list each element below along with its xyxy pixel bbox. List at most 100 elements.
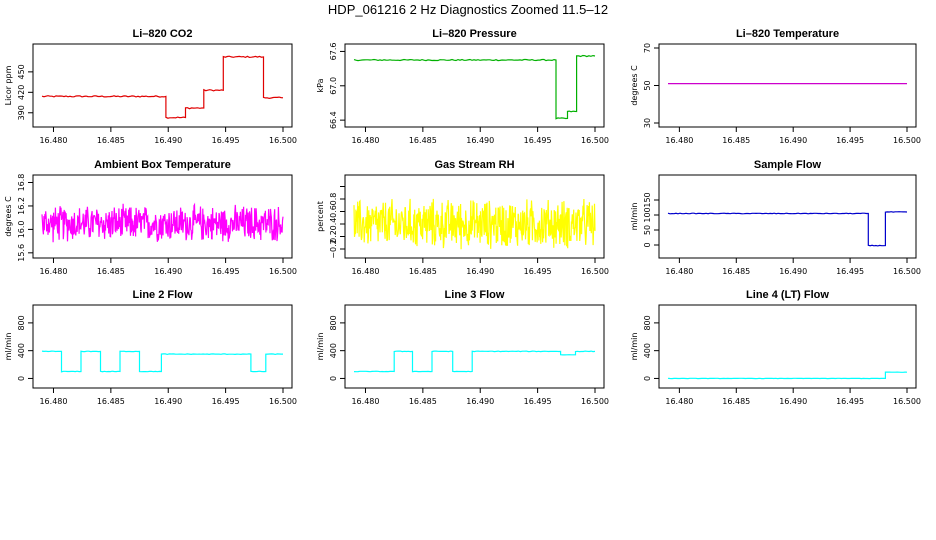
x-tick-label: 16.500 (893, 267, 921, 276)
chart-title: Li–820 CO2 (133, 28, 193, 40)
chart-title: Gas Stream RH (434, 159, 514, 171)
x-tick-label: 16.485 (722, 136, 750, 145)
plot-frame (32, 304, 293, 389)
y-tick-label: 800 (643, 315, 652, 330)
y-tick-label: 50 (643, 80, 652, 90)
y-tick-label: 66.4 (329, 111, 338, 129)
chart-panel: Li–820 Pressure kPa 16.480 16.485 16.490 16.4… (316, 28, 609, 145)
chart-panel: Line 4 (LT) Flow ml/min 16.480 16.485 16.490… (630, 289, 921, 406)
x-tick-label: 16.480 (665, 267, 693, 276)
y-tick-label: 800 (329, 315, 338, 330)
y-tick-label: 16.2 (17, 197, 26, 215)
y-tick-label: 150 (643, 192, 652, 207)
x-tick-label: 16.500 (581, 267, 609, 276)
x-tick-label: 16.485 (722, 397, 750, 406)
series-line (41, 350, 283, 373)
y-tick-label: 400 (643, 343, 652, 358)
y-tick-label: 100 (643, 207, 652, 222)
x-tick-label: 16.495 (524, 267, 552, 276)
series-line (353, 350, 596, 373)
x-tick-label: 16.485 (97, 136, 125, 145)
y-tick-label: 67.6 (329, 43, 338, 61)
series-line (41, 202, 284, 243)
chart-title: Line 3 Flow (445, 289, 505, 301)
x-tick-label: 16.480 (351, 397, 379, 406)
panels: Li–820 CO2 Licor ppm 16.480 16.485 16.490 16.… (4, 28, 921, 406)
plot-frame (344, 304, 605, 389)
x-tick-label: 16.490 (779, 397, 807, 406)
x-tick-label: 16.495 (524, 136, 552, 145)
series-line (41, 55, 284, 119)
y-tick-label: 30 (643, 118, 652, 128)
y-tick-label: 390 (17, 105, 26, 120)
x-tick-label: 16.500 (269, 136, 297, 145)
y-tick-label: 0 (17, 376, 26, 381)
x-tick-label: 16.480 (665, 397, 693, 406)
plot-frame (658, 174, 917, 259)
y-tick-label: 420 (17, 85, 26, 100)
x-tick-label: 16.490 (779, 136, 807, 145)
chart-title: Li–820 Pressure (432, 28, 516, 40)
x-tick-label: 16.490 (154, 267, 182, 276)
chart-title: Line 4 (LT) Flow (746, 289, 829, 301)
x-tick-label: 16.480 (39, 136, 67, 145)
x-tick-label: 16.485 (97, 267, 125, 276)
y-tick-label: 16.0 (17, 220, 26, 238)
y-tick-label: 67.0 (329, 77, 338, 95)
y-tick-label: 400 (17, 343, 26, 358)
x-tick-label: 16.485 (97, 397, 125, 406)
x-tick-label: 16.490 (466, 397, 494, 406)
plot-frame (344, 174, 605, 259)
x-tick-label: 16.490 (154, 136, 182, 145)
y-tick-label: 50 (643, 225, 652, 235)
x-tick-label: 16.490 (154, 397, 182, 406)
series-line (353, 54, 596, 120)
x-tick-label: 16.495 (212, 397, 240, 406)
y-tick-label: 0 (643, 242, 652, 247)
y-axis-label: ml/min (630, 333, 639, 361)
x-tick-label: 16.480 (351, 267, 379, 276)
x-tick-label: 16.480 (665, 136, 693, 145)
x-tick-label: 16.480 (351, 136, 379, 145)
y-axis-label: ml/min (630, 203, 639, 231)
series-line (667, 211, 908, 247)
y-axis-label: percent (316, 201, 325, 232)
chart-title: Sample Flow (754, 159, 822, 171)
x-tick-label: 16.500 (269, 267, 297, 276)
x-tick-label: 16.500 (269, 397, 297, 406)
y-tick-label: 70 (643, 43, 652, 53)
y-axis-label: ml/min (4, 333, 13, 361)
y-tick-label: 0.4 (329, 218, 338, 231)
chart-panel: Gas Stream RH percent 16.480 16.485 16.490 16… (316, 159, 609, 276)
plot-frame (32, 174, 293, 259)
chart-panel: Li–820 CO2 Licor ppm 16.480 16.485 16.490 16.… (4, 28, 297, 145)
series-line (353, 198, 596, 250)
y-axis-label: kPa (316, 78, 325, 92)
y-tick-label: 16.8 (17, 174, 26, 192)
y-tick-label: 0.6 (329, 205, 338, 218)
x-tick-label: 16.495 (212, 267, 240, 276)
y-tick-label: 450 (17, 64, 26, 79)
series-line (667, 371, 908, 380)
chart-panel: Li–820 Temperature degrees C 16.480 16.485 1… (630, 28, 921, 145)
chart-panel: Line 2 Flow ml/min 16.480 16.485 16.490 16.49… (4, 289, 297, 406)
chart-panel: Ambient Box Temperature degrees C 16.480 16… (4, 159, 297, 276)
y-tick-label: 0.8 (329, 193, 338, 206)
y-tick-label: 0 (643, 376, 652, 381)
x-tick-label: 16.495 (212, 136, 240, 145)
x-tick-label: 16.485 (409, 267, 437, 276)
chart-title: Line 2 Flow (133, 289, 193, 301)
y-tick-label: 15.6 (17, 244, 26, 262)
x-tick-label: 16.490 (466, 267, 494, 276)
figure-title: HDP_061216 2 Hz Diagnostics Zoomed 11.5–… (328, 2, 608, 17)
y-axis-label: Licor ppm (4, 65, 13, 105)
y-tick-label: 0.2 (329, 230, 338, 243)
x-tick-label: 16.495 (524, 397, 552, 406)
x-tick-label: 16.495 (836, 136, 864, 145)
plot-frame (32, 43, 293, 128)
x-tick-label: 16.500 (893, 136, 921, 145)
y-tick-label: 0 (329, 376, 338, 381)
x-tick-label: 16.495 (836, 267, 864, 276)
chart-title: Ambient Box Temperature (94, 159, 231, 171)
